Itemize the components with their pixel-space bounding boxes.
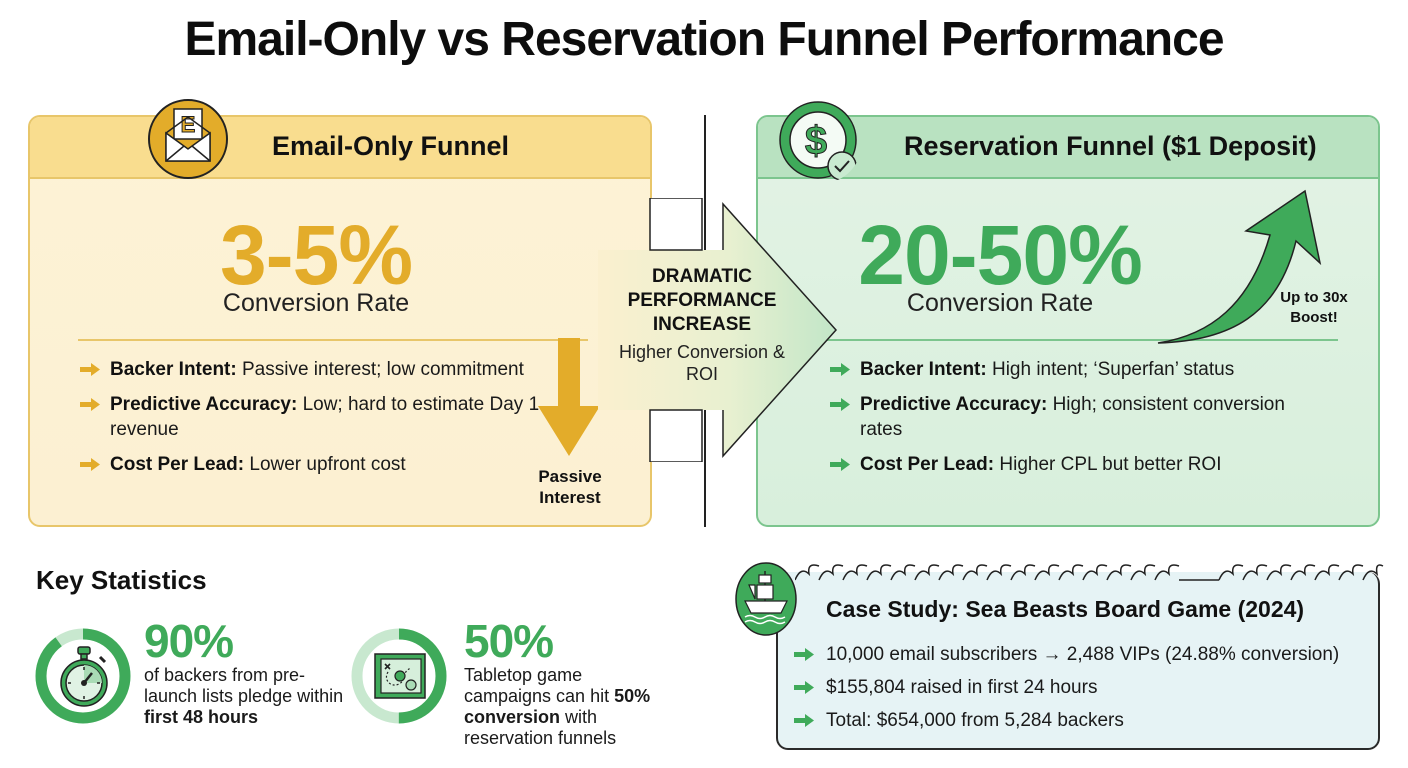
case-study-card (776, 572, 1380, 750)
stat-description: of backers from pre-launch lists pledge … (144, 665, 344, 727)
list-item: $155,804 raised in first 24 hours (794, 677, 1339, 699)
envelope-icon: E (148, 99, 228, 179)
arrow-right-icon (794, 714, 814, 727)
svg-text:$: $ (805, 119, 827, 163)
reservation-bullet-list: Backer Intent: High intent; ‘Superfan’ s… (830, 357, 1330, 487)
ship-icon (735, 562, 797, 636)
wave-border (795, 564, 1384, 581)
svg-text:E: E (181, 112, 196, 137)
stat-value: 90% (144, 615, 234, 667)
list-item: Total: $654,000 from 5,284 backers (794, 710, 1339, 732)
email-panel-header: Email-Only Funnel (30, 117, 650, 179)
list-item: Backer Intent: Passive interest; low com… (80, 357, 540, 382)
center-subtext: Higher Conversion & ROI (618, 342, 786, 384)
center-headline: DRAMATIC PERFORMANCE INCREASE (627, 266, 777, 335)
arrow-right-icon (830, 458, 850, 471)
list-item: Predictive Accuracy: Low; hard to estima… (80, 392, 540, 442)
list-item: 10,000 email subscribers → 2,488 VIPs (2… (794, 644, 1339, 666)
passive-interest-label: Passive Interest (538, 467, 602, 507)
page-title: Email-Only vs Reservation Funnel Perform… (184, 13, 1224, 66)
email-panel-title: Email-Only Funnel (272, 131, 510, 161)
progress-ring-90 (35, 628, 131, 724)
stat-description: Tabletop game campaigns can hit 50% conv… (464, 665, 651, 748)
email-rate-label: Conversion Rate (222, 289, 410, 317)
arrow-right-icon (80, 363, 100, 376)
email-only-panel: Email-Only Funnel 3-5% Conversion Rate B… (28, 115, 652, 527)
dollar-check-icon: $ (779, 101, 857, 181)
case-study-title: Case Study: Sea Beasts Board Game (2024) (826, 596, 1305, 622)
arrow-right-icon (794, 648, 814, 661)
arrow-up-trend-icon (1157, 189, 1322, 344)
email-bullet-list: Backer Intent: Passive interest; low com… (80, 357, 540, 487)
stopwatch-icon (60, 646, 108, 707)
list-item: Cost Per Lead: Higher CPL but better ROI (830, 452, 1330, 477)
performance-increase-arrow (598, 198, 838, 462)
key-statistics-title: Key Statistics (36, 565, 207, 595)
reservation-panel-header: Reservation Funnel ($1 Deposit) (758, 117, 1378, 179)
reservation-conversion-rate: 20-50% (858, 208, 1143, 302)
arrow-right-icon (80, 458, 100, 471)
arrow-down-icon (538, 338, 600, 456)
reservation-rate-label: Conversion Rate (906, 289, 1094, 317)
progress-ring-50 (351, 628, 447, 724)
arrow-right-icon (80, 398, 100, 411)
center-arrow-text: DRAMATIC PERFORMANCE INCREASE Higher Con… (612, 265, 792, 385)
list-item: Backer Intent: High intent; ‘Superfan’ s… (830, 357, 1330, 382)
arrow-right-icon (830, 398, 850, 411)
arrow-right-icon (830, 363, 850, 376)
email-separator (78, 339, 588, 341)
arrow-right-icon (794, 681, 814, 694)
reservation-panel: Reservation Funnel ($1 Deposit) 20-50% C… (756, 115, 1380, 527)
stat-value: 50% (464, 615, 554, 667)
reservation-separator (816, 339, 1338, 341)
treasure-map-icon (374, 653, 426, 699)
reservation-panel-title: Reservation Funnel ($1 Deposit) (904, 131, 1317, 161)
boost-label: Up to 30x Boost! (1280, 289, 1348, 326)
list-item: Cost Per Lead: Lower upfront cost (80, 452, 540, 477)
case-study-list: 10,000 email subscribers → 2,488 VIPs (2… (794, 644, 1339, 743)
email-conversion-rate: 3-5% (219, 208, 413, 302)
list-item: Predictive Accuracy: High; consistent co… (830, 392, 1330, 442)
